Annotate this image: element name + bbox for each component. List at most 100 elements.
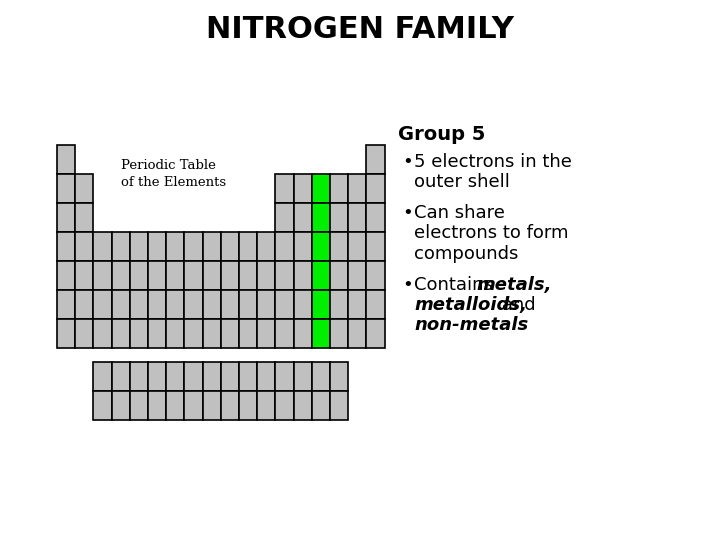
Text: Periodic Table
of the Elements: Periodic Table of the Elements: [121, 159, 226, 189]
Bar: [57, 290, 75, 319]
Bar: [312, 319, 330, 348]
Text: Group 5: Group 5: [398, 125, 485, 144]
Text: electrons to form: electrons to form: [414, 225, 569, 242]
Bar: [221, 319, 239, 348]
Bar: [312, 261, 330, 290]
Bar: [275, 319, 294, 348]
Bar: [239, 232, 257, 261]
Bar: [275, 391, 294, 420]
Bar: [294, 319, 312, 348]
Bar: [184, 261, 202, 290]
Bar: [221, 391, 239, 420]
Bar: [294, 203, 312, 232]
Bar: [257, 290, 275, 319]
Bar: [330, 362, 348, 391]
Bar: [275, 203, 294, 232]
Text: •: •: [402, 204, 413, 222]
Bar: [312, 362, 330, 391]
Bar: [330, 319, 348, 348]
Bar: [75, 319, 94, 348]
Bar: [112, 232, 130, 261]
Bar: [184, 319, 202, 348]
Bar: [184, 232, 202, 261]
Bar: [330, 174, 348, 203]
Bar: [94, 232, 112, 261]
Bar: [312, 232, 330, 261]
Bar: [275, 362, 294, 391]
Bar: [294, 232, 312, 261]
Text: •: •: [402, 276, 413, 294]
Bar: [94, 319, 112, 348]
Bar: [239, 290, 257, 319]
Bar: [75, 232, 94, 261]
Bar: [348, 319, 366, 348]
Bar: [312, 290, 330, 319]
Bar: [312, 174, 330, 203]
Text: non-metals: non-metals: [414, 316, 528, 334]
Bar: [112, 261, 130, 290]
Bar: [257, 362, 275, 391]
Bar: [294, 391, 312, 420]
Bar: [75, 290, 94, 319]
Bar: [166, 391, 184, 420]
Bar: [366, 261, 384, 290]
Bar: [57, 174, 75, 203]
Text: •: •: [402, 153, 413, 171]
Bar: [57, 319, 75, 348]
Bar: [148, 362, 166, 391]
Bar: [257, 319, 275, 348]
Bar: [202, 362, 221, 391]
Bar: [257, 391, 275, 420]
Bar: [166, 261, 184, 290]
Bar: [366, 145, 384, 174]
Text: 5 electrons in the: 5 electrons in the: [414, 153, 572, 171]
Bar: [330, 290, 348, 319]
Bar: [348, 203, 366, 232]
Bar: [130, 362, 148, 391]
Bar: [366, 203, 384, 232]
Bar: [94, 391, 112, 420]
Bar: [112, 290, 130, 319]
Bar: [330, 232, 348, 261]
Bar: [75, 261, 94, 290]
Bar: [148, 232, 166, 261]
Bar: [166, 362, 184, 391]
Bar: [239, 391, 257, 420]
Bar: [348, 174, 366, 203]
Bar: [148, 319, 166, 348]
Bar: [202, 232, 221, 261]
Bar: [148, 261, 166, 290]
Bar: [239, 319, 257, 348]
Bar: [294, 261, 312, 290]
Bar: [348, 261, 366, 290]
Bar: [57, 232, 75, 261]
Text: metals,: metals,: [476, 276, 552, 294]
Bar: [112, 391, 130, 420]
Bar: [57, 261, 75, 290]
Bar: [112, 362, 130, 391]
Bar: [275, 174, 294, 203]
Bar: [366, 174, 384, 203]
Text: Can share: Can share: [414, 204, 505, 222]
Bar: [94, 362, 112, 391]
Text: Contains: Contains: [414, 276, 499, 294]
Bar: [94, 261, 112, 290]
Bar: [294, 174, 312, 203]
Bar: [130, 319, 148, 348]
Bar: [275, 232, 294, 261]
Bar: [257, 232, 275, 261]
Bar: [166, 232, 184, 261]
Bar: [202, 391, 221, 420]
Bar: [366, 319, 384, 348]
Bar: [130, 261, 148, 290]
Bar: [148, 391, 166, 420]
Bar: [202, 261, 221, 290]
Text: outer shell: outer shell: [414, 173, 510, 191]
Bar: [221, 290, 239, 319]
Bar: [221, 261, 239, 290]
Bar: [75, 174, 94, 203]
Bar: [294, 362, 312, 391]
Bar: [294, 290, 312, 319]
Bar: [57, 145, 75, 174]
Bar: [184, 391, 202, 420]
